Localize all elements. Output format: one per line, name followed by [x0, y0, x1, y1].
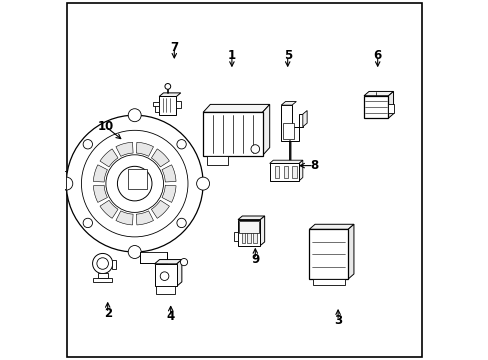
Circle shape: [177, 218, 186, 228]
Circle shape: [196, 177, 209, 190]
Polygon shape: [238, 216, 264, 220]
Polygon shape: [116, 211, 133, 225]
Polygon shape: [203, 104, 269, 112]
Circle shape: [106, 155, 163, 212]
Circle shape: [128, 246, 141, 258]
Bar: [203, 112, 262, 156]
Circle shape: [83, 140, 92, 149]
Polygon shape: [299, 160, 302, 181]
Text: 8: 8: [309, 159, 318, 172]
Text: 10: 10: [98, 120, 114, 133]
Circle shape: [97, 258, 108, 269]
Text: 6: 6: [373, 49, 381, 62]
Text: 9: 9: [251, 253, 259, 266]
Polygon shape: [281, 105, 302, 141]
Polygon shape: [140, 252, 167, 263]
Bar: [309, 229, 347, 279]
Bar: [239, 221, 258, 233]
Polygon shape: [116, 142, 133, 156]
Polygon shape: [93, 278, 112, 282]
Polygon shape: [177, 260, 182, 286]
Polygon shape: [363, 91, 393, 96]
Polygon shape: [136, 211, 153, 225]
Polygon shape: [93, 165, 107, 182]
Text: 3: 3: [333, 314, 342, 327]
Polygon shape: [151, 200, 169, 218]
Circle shape: [180, 258, 187, 266]
Bar: [238, 220, 260, 246]
Circle shape: [60, 177, 73, 190]
Polygon shape: [269, 160, 302, 163]
Polygon shape: [93, 185, 107, 202]
Bar: [283, 166, 287, 178]
Text: 7: 7: [170, 41, 178, 54]
Polygon shape: [159, 93, 181, 96]
Circle shape: [250, 145, 259, 153]
Polygon shape: [262, 104, 269, 156]
Bar: [247, 233, 250, 243]
Polygon shape: [309, 224, 353, 229]
Text: 1: 1: [227, 49, 236, 62]
Text: 4: 4: [166, 310, 175, 323]
Polygon shape: [233, 232, 238, 241]
Bar: [363, 96, 387, 118]
Polygon shape: [100, 149, 118, 167]
Polygon shape: [302, 111, 306, 127]
Polygon shape: [260, 216, 264, 246]
Polygon shape: [151, 149, 169, 167]
Polygon shape: [154, 260, 182, 264]
Polygon shape: [347, 224, 353, 279]
Polygon shape: [387, 104, 393, 113]
Bar: [253, 233, 256, 243]
Polygon shape: [387, 91, 393, 118]
Polygon shape: [62, 171, 66, 189]
Polygon shape: [155, 104, 159, 112]
Circle shape: [164, 84, 170, 89]
Text: 2: 2: [103, 307, 112, 320]
Polygon shape: [159, 96, 176, 115]
Bar: [241, 233, 244, 243]
Polygon shape: [162, 165, 176, 182]
Circle shape: [92, 253, 113, 274]
Polygon shape: [312, 279, 344, 285]
Polygon shape: [100, 200, 118, 218]
Polygon shape: [281, 102, 296, 105]
Circle shape: [81, 130, 187, 237]
Circle shape: [177, 140, 186, 149]
Bar: [283, 123, 293, 139]
Polygon shape: [152, 102, 159, 106]
Bar: [292, 166, 296, 178]
Circle shape: [117, 166, 152, 201]
Polygon shape: [156, 286, 175, 294]
Circle shape: [66, 115, 203, 252]
Polygon shape: [127, 169, 147, 189]
Polygon shape: [206, 156, 228, 165]
Polygon shape: [136, 142, 153, 156]
Polygon shape: [112, 260, 116, 269]
Bar: [275, 166, 279, 178]
Bar: [269, 163, 299, 181]
Circle shape: [128, 109, 141, 122]
Polygon shape: [98, 273, 108, 278]
Text: 5: 5: [283, 49, 291, 62]
Circle shape: [160, 272, 168, 280]
Circle shape: [83, 218, 92, 228]
Polygon shape: [162, 185, 176, 202]
Polygon shape: [176, 101, 181, 108]
Bar: [154, 264, 177, 286]
